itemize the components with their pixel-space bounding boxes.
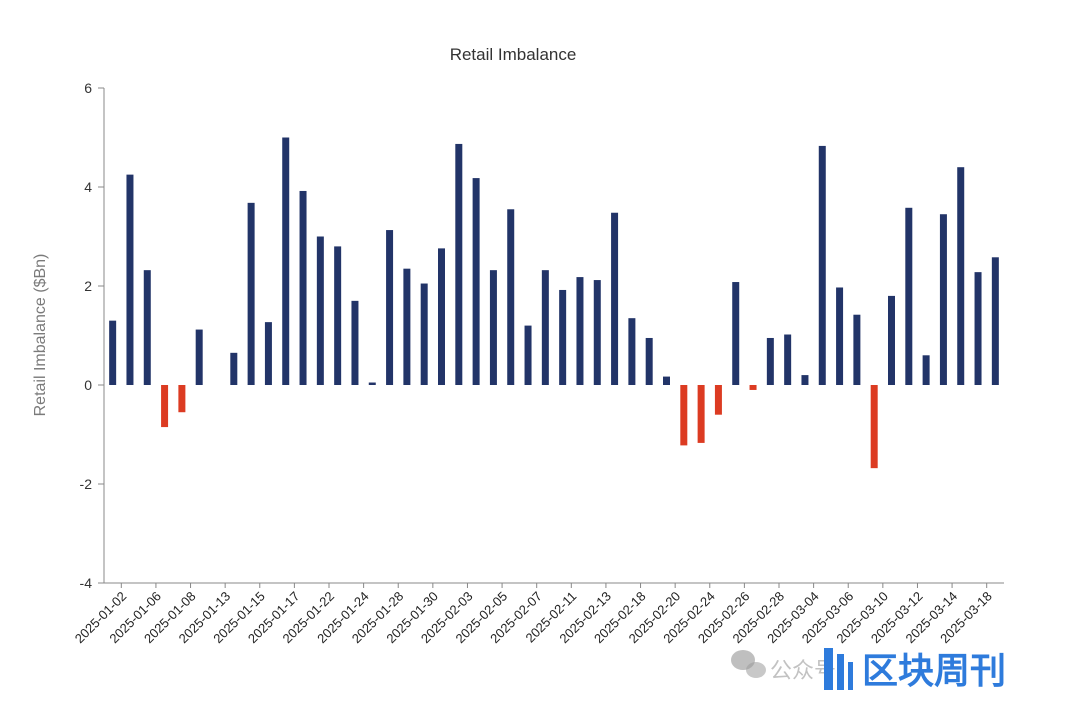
- bar: [351, 300, 359, 385]
- bar: [438, 248, 445, 385]
- y-axis: -4 -2 0 2 4 6: [80, 80, 105, 591]
- bar: [420, 283, 428, 385]
- bar: [939, 214, 947, 385]
- bar: [489, 270, 497, 385]
- bar: [801, 375, 809, 385]
- bars-group: [109, 137, 999, 469]
- bar: [922, 355, 930, 385]
- bar: [888, 295, 895, 385]
- bar: [178, 385, 186, 413]
- bar: [611, 212, 619, 385]
- block-weekly-logo-icon: [824, 648, 853, 690]
- bar: [957, 167, 965, 385]
- bar: [386, 230, 394, 385]
- wechat-logo-icon: [731, 650, 766, 678]
- bar: [109, 320, 117, 385]
- bar: [628, 318, 636, 385]
- bar: [714, 385, 722, 415]
- bar: [870, 385, 878, 469]
- bar: [991, 257, 999, 385]
- bar: [749, 385, 757, 390]
- bar: [230, 352, 238, 385]
- bar: [974, 272, 982, 385]
- bar: [784, 334, 792, 385]
- bar: [143, 270, 151, 385]
- bar: [455, 143, 463, 385]
- bar: [368, 382, 376, 385]
- bar: [836, 287, 844, 385]
- bar: [680, 385, 688, 446]
- bar: [559, 289, 567, 385]
- bar: [507, 209, 515, 385]
- bar: [645, 337, 653, 385]
- bar: [161, 385, 169, 428]
- y-tick-label: -4: [80, 575, 93, 591]
- y-tick-label: 0: [84, 377, 92, 393]
- bar: [126, 174, 134, 385]
- bar: [403, 268, 411, 385]
- y-tick-label: 6: [84, 80, 92, 96]
- bar: [316, 236, 324, 385]
- bar: [576, 277, 584, 385]
- bar: [732, 282, 740, 385]
- bar: [195, 329, 203, 385]
- bar: [334, 246, 342, 385]
- bar: [663, 376, 670, 385]
- bar: [472, 178, 480, 385]
- bar: [524, 325, 532, 385]
- x-axis: 2025-01-022025-01-062025-01-082025-01-13…: [72, 582, 1004, 646]
- bar: [264, 322, 272, 385]
- watermark-text-right: 区块周刊: [862, 651, 1006, 692]
- y-tick-label: 2: [84, 278, 92, 294]
- bar: [853, 314, 861, 385]
- bar: [282, 137, 290, 385]
- bar: [905, 207, 913, 385]
- chart-title: Retail Imbalance: [450, 45, 577, 64]
- y-tick-label: -2: [80, 476, 93, 492]
- bar: [766, 337, 774, 385]
- watermark: 公众号 区块周刊: [731, 648, 1006, 692]
- bar: [541, 270, 549, 385]
- bar: [247, 202, 255, 385]
- bar: [593, 280, 601, 385]
- y-axis-label: Retail Imbalance ($Bn): [32, 254, 49, 417]
- y-tick-label: 4: [84, 179, 92, 195]
- bar: [299, 190, 307, 385]
- bar: [697, 385, 705, 443]
- bar: [818, 145, 826, 385]
